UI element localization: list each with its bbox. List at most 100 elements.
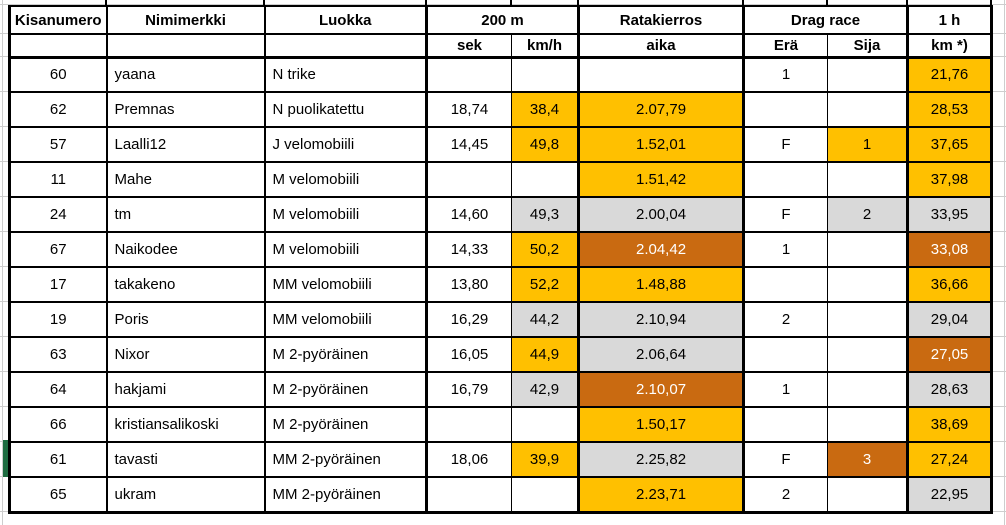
cell-kmh[interactable]: 38,4 xyxy=(510,91,579,128)
cell-sek[interactable]: 14,33 xyxy=(425,231,512,268)
cell-sek[interactable] xyxy=(425,406,512,443)
header-group-luokka[interactable]: Luokka xyxy=(263,5,427,35)
cell-era[interactable]: F xyxy=(742,196,828,233)
cell-1h[interactable]: 28,63 xyxy=(906,371,992,408)
cell-aika[interactable]: 2.10,07 xyxy=(577,371,744,408)
cell-luokka[interactable]: MM 2-pyöräinen xyxy=(263,441,427,478)
cell-era[interactable] xyxy=(742,161,828,198)
cell-aika[interactable]: 1.50,17 xyxy=(577,406,744,443)
cell-kmh[interactable] xyxy=(510,476,579,513)
cell-kmh[interactable]: 44,2 xyxy=(510,301,579,338)
cell-kmh[interactable] xyxy=(510,406,579,443)
cell-sija[interactable] xyxy=(827,266,908,303)
cell-era[interactable] xyxy=(742,266,828,303)
cell-aika[interactable]: 1.52,01 xyxy=(577,126,744,163)
cell-era[interactable]: 1 xyxy=(742,371,828,408)
cell-nimimerkki[interactable]: Laalli12 xyxy=(105,126,265,163)
cell-kmh[interactable] xyxy=(510,161,579,198)
cell-kmh[interactable]: 50,2 xyxy=(510,231,579,268)
header-group-ratakierros[interactable]: Ratakierros xyxy=(577,5,744,35)
cell-kisanumero[interactable]: 63 xyxy=(8,336,107,373)
cell-luokka[interactable]: M 2-pyöräinen xyxy=(263,406,427,443)
cell-1h[interactable]: 36,66 xyxy=(906,266,992,303)
subheader-empty[interactable] xyxy=(8,33,107,59)
cell-sek[interactable] xyxy=(425,476,512,513)
cell-nimimerkki[interactable]: takakeno xyxy=(105,266,265,303)
subheader-era[interactable]: Erä xyxy=(742,33,828,59)
cell-nimimerkki[interactable]: Premnas xyxy=(105,91,265,128)
cell-sija[interactable] xyxy=(827,56,908,93)
cell-kmh[interactable]: 49,8 xyxy=(510,126,579,163)
cell-nimimerkki[interactable]: tavasti xyxy=(105,441,265,478)
cell-aika[interactable]: 2.00,04 xyxy=(577,196,744,233)
cell-era[interactable]: 2 xyxy=(742,301,828,338)
cell-era[interactable] xyxy=(742,406,828,443)
cell-1h[interactable]: 21,76 xyxy=(906,56,992,93)
header-group-nimimerkki[interactable]: Nimimerkki xyxy=(105,5,265,35)
cell-sija[interactable] xyxy=(827,371,908,408)
cell-sek[interactable]: 18,74 xyxy=(425,91,512,128)
cell-nimimerkki[interactable]: hakjami xyxy=(105,371,265,408)
cell-era[interactable] xyxy=(742,336,828,373)
cell-nimimerkki[interactable]: ukram xyxy=(105,476,265,513)
cell-kisanumero[interactable]: 66 xyxy=(8,406,107,443)
cell-1h[interactable]: 27,24 xyxy=(906,441,992,478)
cell-sek[interactable]: 13,80 xyxy=(425,266,512,303)
subheader-sija[interactable]: Sija xyxy=(827,33,908,59)
cell-nimimerkki[interactable]: Poris xyxy=(105,301,265,338)
cell-luokka[interactable]: N puolikatettu xyxy=(263,91,427,128)
cell-sek[interactable]: 14,60 xyxy=(425,196,512,233)
header-group-1-h[interactable]: 1 h xyxy=(906,5,992,35)
cell-nimimerkki[interactable]: tm xyxy=(105,196,265,233)
cell-kisanumero[interactable]: 57 xyxy=(8,126,107,163)
cell-1h[interactable]: 27,05 xyxy=(906,336,992,373)
cell-aika[interactable]: 2.06,64 xyxy=(577,336,744,373)
subheader-sek[interactable]: sek xyxy=(425,33,512,59)
cell-sija[interactable] xyxy=(827,161,908,198)
cell-sija[interactable]: 3 xyxy=(827,441,908,478)
cell-sek[interactable] xyxy=(425,56,512,93)
cell-kmh[interactable]: 49,3 xyxy=(510,196,579,233)
cell-aika[interactable]: 2.23,71 xyxy=(577,476,744,513)
subheader-empty[interactable] xyxy=(263,33,427,59)
cell-luokka[interactable]: M velomobiili xyxy=(263,231,427,268)
cell-1h[interactable]: 22,95 xyxy=(906,476,992,513)
cell-kisanumero[interactable]: 17 xyxy=(8,266,107,303)
cell-kisanumero[interactable]: 11 xyxy=(8,161,107,198)
cell-sija[interactable] xyxy=(827,476,908,513)
cell-luokka[interactable]: N trike xyxy=(263,56,427,93)
cell-luokka[interactable]: M 2-pyöräinen xyxy=(263,371,427,408)
cell-nimimerkki[interactable]: Mahe xyxy=(105,161,265,198)
cell-kisanumero[interactable]: 24 xyxy=(8,196,107,233)
subheader-kmh[interactable]: km/h xyxy=(510,33,579,59)
cell-sek[interactable]: 18,06 xyxy=(425,441,512,478)
cell-1h[interactable]: 37,98 xyxy=(906,161,992,198)
cell-luokka[interactable]: M 2-pyöräinen xyxy=(263,336,427,373)
cell-nimimerkki[interactable]: yaana xyxy=(105,56,265,93)
cell-sek[interactable] xyxy=(425,161,512,198)
cell-era[interactable] xyxy=(742,91,828,128)
cell-era[interactable]: F xyxy=(742,126,828,163)
cell-1h[interactable]: 37,65 xyxy=(906,126,992,163)
cell-sija[interactable] xyxy=(827,231,908,268)
cell-kisanumero[interactable]: 67 xyxy=(8,231,107,268)
subheader-aika[interactable]: aika xyxy=(577,33,744,59)
cell-1h[interactable]: 33,95 xyxy=(906,196,992,233)
cell-1h[interactable]: 28,53 xyxy=(906,91,992,128)
cell-sija[interactable]: 2 xyxy=(827,196,908,233)
cell-kmh[interactable]: 52,2 xyxy=(510,266,579,303)
cell-sek[interactable]: 16,79 xyxy=(425,371,512,408)
subheader-empty[interactable] xyxy=(105,33,265,59)
cell-kisanumero[interactable]: 60 xyxy=(8,56,107,93)
cell-sija[interactable] xyxy=(827,91,908,128)
cell-aika[interactable]: 1.51,42 xyxy=(577,161,744,198)
cell-kmh[interactable]: 39,9 xyxy=(510,441,579,478)
cell-era[interactable]: F xyxy=(742,441,828,478)
cell-kmh[interactable] xyxy=(510,56,579,93)
cell-sek[interactable]: 16,29 xyxy=(425,301,512,338)
cell-luokka[interactable]: MM velomobiili xyxy=(263,301,427,338)
cell-era[interactable]: 1 xyxy=(742,56,828,93)
cell-luokka[interactable]: MM velomobiili xyxy=(263,266,427,303)
cell-sija[interactable] xyxy=(827,336,908,373)
cell-sek[interactable]: 14,45 xyxy=(425,126,512,163)
